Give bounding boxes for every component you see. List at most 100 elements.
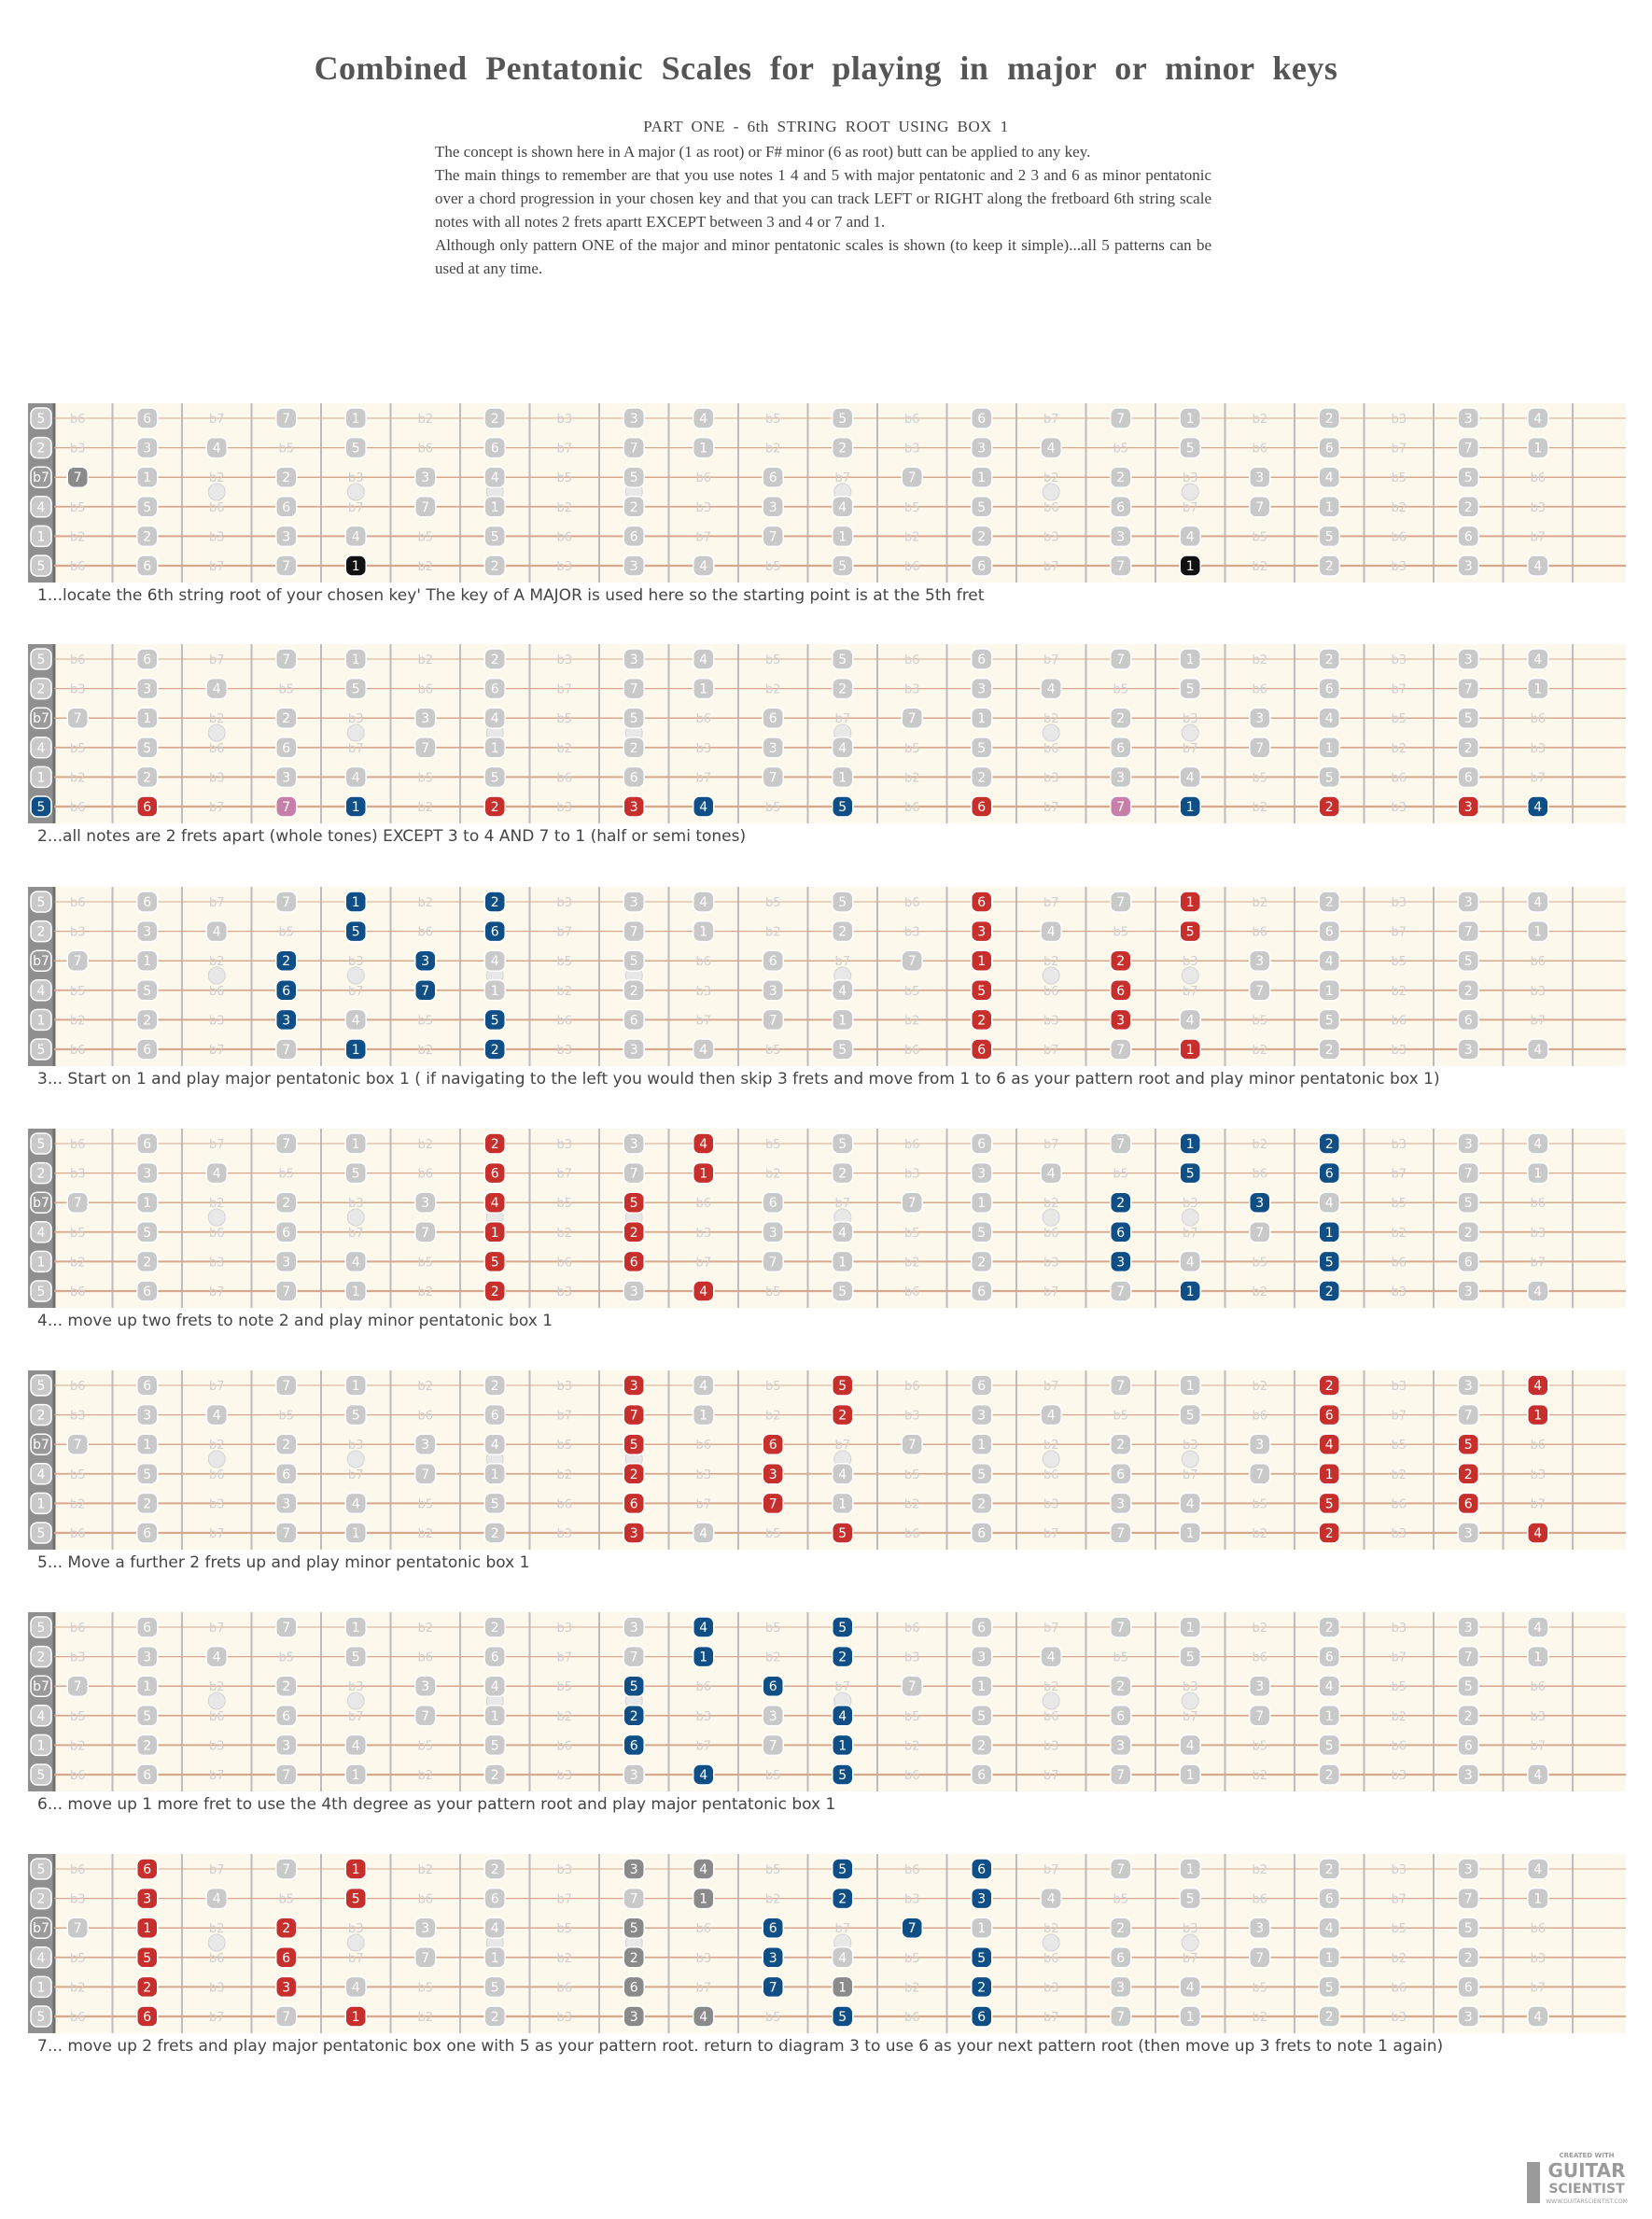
scale-note-gray: 5 bbox=[344, 436, 367, 459]
scale-note-gray: 3 bbox=[1249, 1917, 1271, 1939]
svg-text:1: 1 bbox=[977, 711, 986, 726]
scale-note-gray: 2 bbox=[623, 496, 645, 518]
svg-text:5: 5 bbox=[1325, 1980, 1334, 1995]
scale-note-gray: 7 bbox=[901, 1191, 923, 1214]
flat-note-label: b3 bbox=[1391, 801, 1407, 815]
svg-text:4: 4 bbox=[352, 529, 360, 544]
scale-note-black: 1 bbox=[344, 555, 367, 577]
svg-text:7: 7 bbox=[630, 682, 638, 697]
svg-text:3: 3 bbox=[282, 1980, 290, 1995]
scale-note-blue: 7 bbox=[762, 1975, 784, 1999]
flat-note-label: b5 bbox=[1391, 955, 1407, 969]
svg-text:2: 2 bbox=[1464, 741, 1473, 756]
flat-note-label: b7 bbox=[209, 653, 225, 667]
scale-note-red: 6 bbox=[275, 1946, 298, 1969]
scale-note-gray: 5 bbox=[832, 1132, 854, 1155]
scale-note-blue: 3 bbox=[762, 1946, 784, 1969]
svg-text:1: 1 bbox=[1325, 984, 1334, 999]
scale-note-gray: 7 bbox=[901, 707, 923, 729]
flat-note-label: b2 bbox=[1252, 2011, 1267, 2025]
svg-text:5: 5 bbox=[838, 2010, 847, 2025]
svg-text:4: 4 bbox=[352, 1255, 360, 1270]
flat-note-label: b3 bbox=[556, 1044, 572, 1058]
scale-note-gray: 7 bbox=[275, 1132, 298, 1155]
svg-text:6: 6 bbox=[1116, 741, 1125, 756]
scale-note-blue: 6 bbox=[762, 1917, 784, 1939]
scale-note-blue: 5 bbox=[623, 1675, 645, 1697]
flat-note-label: b6 bbox=[1391, 1256, 1407, 1270]
flat-note-label: b3 bbox=[1043, 530, 1059, 544]
svg-text:3: 3 bbox=[1464, 1137, 1473, 1152]
flat-note-label: b6 bbox=[70, 1044, 86, 1058]
scale-note-gray: 4 bbox=[1318, 1191, 1340, 1214]
svg-text:4: 4 bbox=[1533, 653, 1542, 667]
scale-note-gray: 6 bbox=[136, 1038, 159, 1060]
flat-note-label: b2 bbox=[904, 1014, 920, 1028]
svg-text:1: 1 bbox=[37, 1255, 46, 1270]
scale-note-gray: 1 bbox=[971, 1191, 993, 1214]
scale-note-gray: 2 bbox=[483, 1522, 506, 1544]
svg-text:2: 2 bbox=[143, 1496, 151, 1511]
svg-text:5: 5 bbox=[838, 800, 847, 815]
svg-text:1: 1 bbox=[491, 1468, 499, 1482]
scale-note-gray: 2 bbox=[832, 677, 854, 700]
svg-text:3: 3 bbox=[977, 1650, 986, 1665]
scale-note-gray: 2 bbox=[832, 436, 854, 459]
svg-text:2: 2 bbox=[491, 1768, 499, 1783]
flat-note-label: b3 bbox=[70, 1410, 86, 1424]
scale-note-gray: 2 bbox=[1318, 648, 1340, 670]
scale-note-blue: 2 bbox=[623, 1705, 645, 1727]
diagram-caption: 6... move up 1 more fret to use the 4th … bbox=[37, 1795, 836, 1814]
svg-text:1: 1 bbox=[352, 800, 360, 815]
svg-text:2: 2 bbox=[977, 1255, 986, 1270]
flat-note-label: b7 bbox=[209, 1863, 225, 1877]
scale-note-gray: 1 bbox=[1179, 1763, 1201, 1786]
svg-text:7: 7 bbox=[1116, 1526, 1125, 1541]
scale-note-gray: 6 bbox=[136, 1763, 159, 1786]
fret-inlay-dot bbox=[346, 966, 365, 985]
scale-note-gray: 2 bbox=[1110, 466, 1132, 488]
scale-note-gray: 2 bbox=[136, 1492, 159, 1515]
svg-text:2: 2 bbox=[37, 442, 46, 456]
flat-note-label: b5 bbox=[1252, 1981, 1267, 1995]
svg-text:5: 5 bbox=[352, 925, 360, 940]
scale-note-gray: 3 bbox=[623, 1763, 645, 1786]
svg-text:3: 3 bbox=[977, 1167, 986, 1182]
svg-text:6: 6 bbox=[977, 2010, 986, 2025]
scale-note-gray: 6 bbox=[1457, 1734, 1479, 1757]
svg-text:4: 4 bbox=[1186, 1496, 1195, 1511]
scale-note-gray: 1 bbox=[971, 466, 993, 488]
svg-text:2: 2 bbox=[838, 682, 847, 697]
svg-text:6: 6 bbox=[143, 1862, 151, 1877]
flat-note-label: b3 bbox=[556, 1769, 572, 1783]
scale-note-red: 1 bbox=[971, 949, 993, 972]
svg-text:3: 3 bbox=[1116, 1496, 1125, 1511]
svg-text:1: 1 bbox=[352, 2010, 360, 2025]
flat-note-label: b5 bbox=[765, 1863, 781, 1877]
svg-text:5: 5 bbox=[143, 500, 151, 515]
flat-note-label: b3 bbox=[1391, 1527, 1407, 1541]
svg-text:3: 3 bbox=[769, 1468, 777, 1482]
scale-note-black: 1 bbox=[1179, 555, 1201, 577]
flat-note-label: b2 bbox=[417, 1527, 433, 1541]
flat-note-label: b3 bbox=[1043, 1497, 1059, 1511]
scale-note-blue: 3 bbox=[971, 1887, 993, 1910]
scale-note-red: 2 bbox=[1318, 1374, 1340, 1397]
svg-text:3: 3 bbox=[1116, 1738, 1125, 1753]
svg-text:b7: b7 bbox=[33, 1196, 49, 1211]
svg-text:6: 6 bbox=[977, 559, 986, 574]
svg-text:1: 1 bbox=[1533, 442, 1542, 456]
flat-note-label: b7 bbox=[1391, 1168, 1407, 1182]
svg-text:2: 2 bbox=[491, 1862, 499, 1877]
svg-text:1: 1 bbox=[977, 470, 986, 485]
scale-note-gray: 2 bbox=[1457, 496, 1479, 518]
flat-note-label: b7 bbox=[348, 501, 364, 515]
fretboard-background bbox=[28, 1612, 1626, 1791]
scale-note-gray: 7 bbox=[275, 1038, 298, 1060]
svg-text:2: 2 bbox=[491, 1137, 499, 1152]
svg-text:7: 7 bbox=[908, 711, 917, 726]
flat-note-label: b3 bbox=[695, 742, 711, 756]
scale-note-gray: 3 bbox=[136, 1161, 159, 1185]
svg-text:4: 4 bbox=[213, 442, 221, 456]
svg-text:7: 7 bbox=[1464, 1409, 1473, 1424]
